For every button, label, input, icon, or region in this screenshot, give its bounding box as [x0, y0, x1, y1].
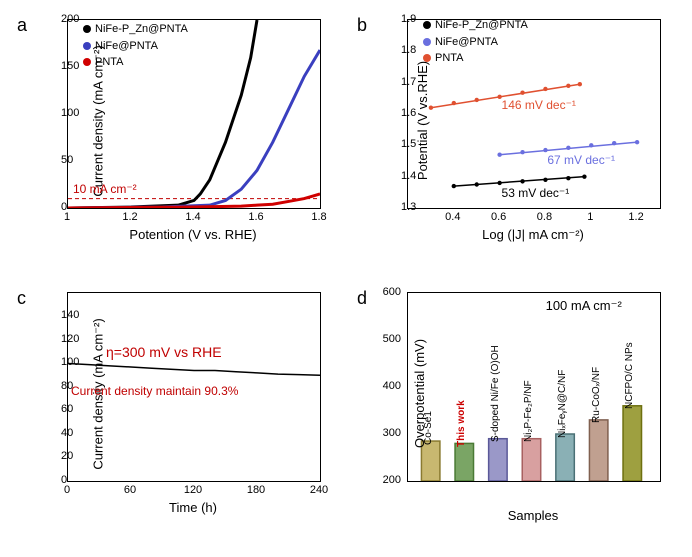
ytick: 300 — [383, 427, 401, 439]
slope-label: 67 mV dec⁻¹ — [547, 153, 615, 167]
ytick: 600 — [383, 286, 401, 298]
legend: NiFe-P_Zn@PNTANiFe@PNTAPNTA — [423, 17, 528, 67]
bar-label: This work — [456, 400, 467, 447]
panel-letter: d — [357, 288, 367, 309]
xtick: 240 — [310, 484, 328, 496]
legend-item: NiFe@PNTA — [423, 34, 528, 51]
panel-c: c060120180240020406080100120140Time (h)C… — [10, 283, 342, 548]
x-axis-label: Samples — [508, 508, 559, 523]
bar-label: NiₓFeᵧN@C/NF — [557, 369, 568, 437]
y-axis-label: Potential (V vs.RHE) — [415, 61, 430, 180]
legend-item: NiFe-P_Zn@PNTA — [83, 21, 188, 38]
xtick: 1.2 — [628, 211, 643, 223]
ytick: 200 — [383, 474, 401, 486]
xtick: 60 — [124, 484, 136, 496]
slope-label: 53 mV dec⁻¹ — [502, 186, 570, 200]
xtick: 120 — [184, 484, 202, 496]
xtick: 0.6 — [491, 211, 506, 223]
bar-label: NCFPO/C NPs — [624, 343, 635, 410]
xtick: 1.2 — [122, 211, 137, 223]
annotation: Current density maintain 90.3% — [71, 384, 238, 398]
panel-a: a11.21.41.61.8050100150200Potention (V v… — [10, 10, 342, 275]
xtick: 1 — [587, 211, 593, 223]
bar-label: S-doped Ni/Fe (O)OH — [490, 345, 501, 442]
xtick: 0.8 — [537, 211, 552, 223]
xtick: 1.8 — [311, 211, 326, 223]
plot-area — [407, 292, 661, 482]
xtick: 0.4 — [445, 211, 460, 223]
legend: NiFe-P_Zn@PNTANiFe@PNTAPNTA — [83, 21, 188, 71]
panel-header: 100 mA cm⁻² — [546, 298, 622, 314]
bar-label: Ru-CoOₓ/NF — [591, 367, 602, 423]
xtick: 1.6 — [248, 211, 263, 223]
legend-item: NiFe-P_Zn@PNTA — [423, 17, 528, 34]
panel-letter: b — [357, 15, 367, 36]
x-axis-label: Potention (V vs. RHE) — [129, 227, 256, 242]
panel-letter: c — [17, 288, 26, 309]
bar-label: Co-Se1 — [423, 411, 434, 445]
legend-item: PNTA — [423, 50, 528, 67]
legend-item: NiFe@PNTA — [83, 38, 188, 55]
bar-label: Ni₂P-Fe₂P/NF — [523, 381, 534, 443]
legend-item: PNTA — [83, 54, 188, 71]
xtick: 1.4 — [185, 211, 200, 223]
x-axis-label: Log (|J| mA cm⁻²) — [482, 227, 584, 243]
x-axis-label: Time (h) — [169, 500, 217, 515]
panel-b: b0.40.60.811.21.31.41.51.61.71.81.9Log (… — [350, 10, 682, 275]
slope-label: 146 mV dec⁻¹ — [502, 98, 576, 112]
ytick: 500 — [383, 333, 401, 345]
xtick: 180 — [247, 484, 265, 496]
ref-line-label: 10 mA cm⁻² — [73, 182, 137, 196]
annotation: η=300 mV vs RHE — [106, 344, 222, 360]
panel-letter: a — [17, 15, 27, 36]
panel-d: d200300400500600SamplesOverpotential (mV… — [350, 283, 682, 548]
ytick: 400 — [383, 380, 401, 392]
